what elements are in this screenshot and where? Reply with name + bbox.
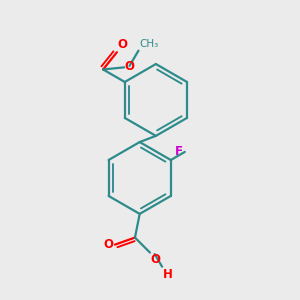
Text: O: O (118, 38, 128, 51)
Text: H: H (163, 268, 173, 281)
Text: F: F (176, 146, 183, 158)
Text: O: O (125, 60, 135, 73)
Text: O: O (151, 254, 161, 266)
Text: CH₃: CH₃ (140, 40, 159, 50)
Text: O: O (104, 238, 114, 251)
